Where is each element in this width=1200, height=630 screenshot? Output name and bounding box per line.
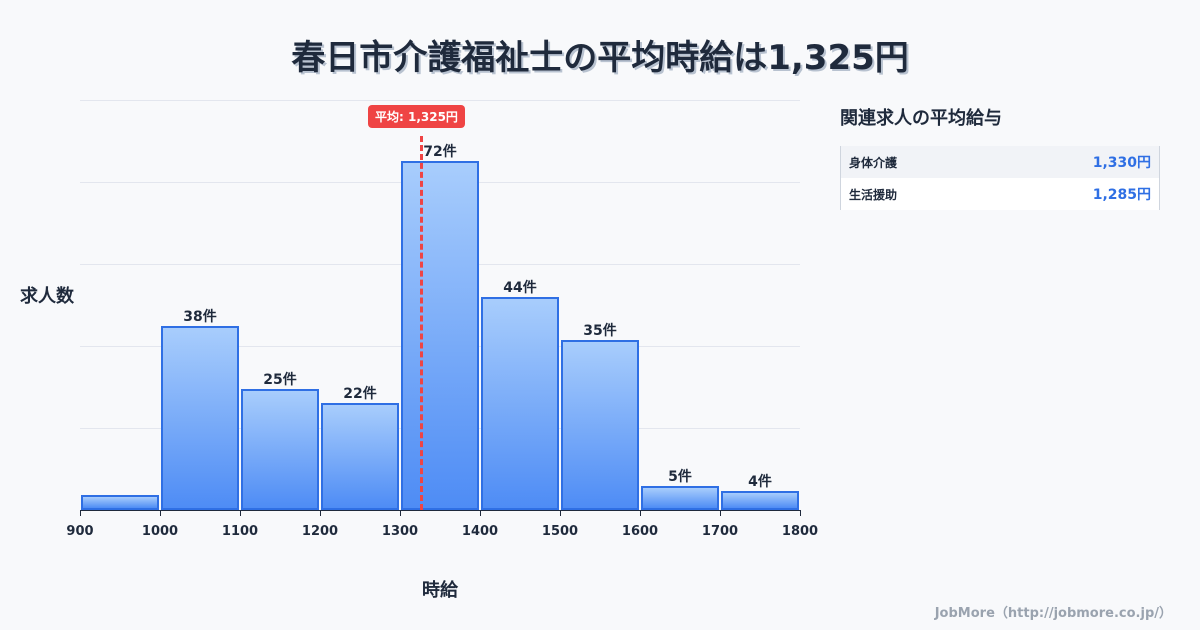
histogram-bar <box>321 403 399 510</box>
bar-value-label: 72件 <box>423 144 457 160</box>
histogram-bar <box>481 297 559 510</box>
x-tick-label: 1000 <box>141 524 179 539</box>
histogram-bar <box>161 326 239 510</box>
x-tick <box>640 510 641 516</box>
chart-title: 春日市介護福祉士の平均時給は1,325円 <box>291 38 909 78</box>
related-salary-table: 身体介護 1,330円 生活援助 1,285円 <box>840 146 1160 210</box>
bar-value-label: 44件 <box>503 280 537 296</box>
bar-value-label: 35件 <box>583 323 617 339</box>
row-value: 1,285円 <box>1092 187 1151 203</box>
footer-credit: JobMore（http://jobmore.co.jp/） <box>934 606 1172 621</box>
histogram-bar <box>641 486 719 510</box>
bar-value-label: 4件 <box>748 474 772 490</box>
x-tick-label: 1100 <box>221 524 259 539</box>
mean-line <box>420 136 423 510</box>
histogram-bar <box>721 491 799 510</box>
x-tick <box>720 510 721 516</box>
plot-area: 38件 25件 22件 72件 44件 35件 5件 4件 <box>80 100 800 510</box>
x-axis <box>80 510 800 511</box>
bar-value-label: 38件 <box>183 309 217 325</box>
histogram-bar <box>81 495 159 510</box>
x-tick-label: 1400 <box>461 524 499 539</box>
table-row: 身体介護 1,330円 <box>841 146 1159 178</box>
mean-badge: 平均: 1,325円 <box>368 105 465 128</box>
x-tick <box>320 510 321 516</box>
histogram-bar <box>241 389 319 510</box>
bar-value-label: 5件 <box>668 469 692 485</box>
gridline <box>80 100 800 101</box>
x-tick <box>160 510 161 516</box>
x-tick-label: 1800 <box>781 524 819 539</box>
bar-value-label: 25件 <box>263 372 297 388</box>
x-tick <box>560 510 561 516</box>
x-tick-label: 1300 <box>381 524 419 539</box>
x-tick-label: 1600 <box>621 524 659 539</box>
x-tick <box>80 510 81 516</box>
y-axis-label: 求人数 <box>20 286 74 307</box>
table-row: 生活援助 1,285円 <box>841 178 1159 210</box>
x-tick-label: 900 <box>66 524 94 539</box>
x-tick <box>800 510 801 516</box>
x-tick-label: 1500 <box>541 524 579 539</box>
row-name: 身体介護 <box>849 155 898 170</box>
x-tick <box>240 510 241 516</box>
row-name: 生活援助 <box>849 187 898 202</box>
row-value: 1,330円 <box>1092 155 1151 171</box>
x-tick <box>480 510 481 516</box>
x-axis-label: 時給 <box>422 580 458 601</box>
histogram-bar <box>561 340 639 510</box>
x-tick-label: 1200 <box>301 524 339 539</box>
side-panel-title: 関連求人の平均給与 <box>840 108 1002 129</box>
x-tick <box>400 510 401 516</box>
bar-value-label: 22件 <box>343 386 377 402</box>
x-tick-label: 1700 <box>701 524 739 539</box>
histogram-bar <box>401 161 479 510</box>
